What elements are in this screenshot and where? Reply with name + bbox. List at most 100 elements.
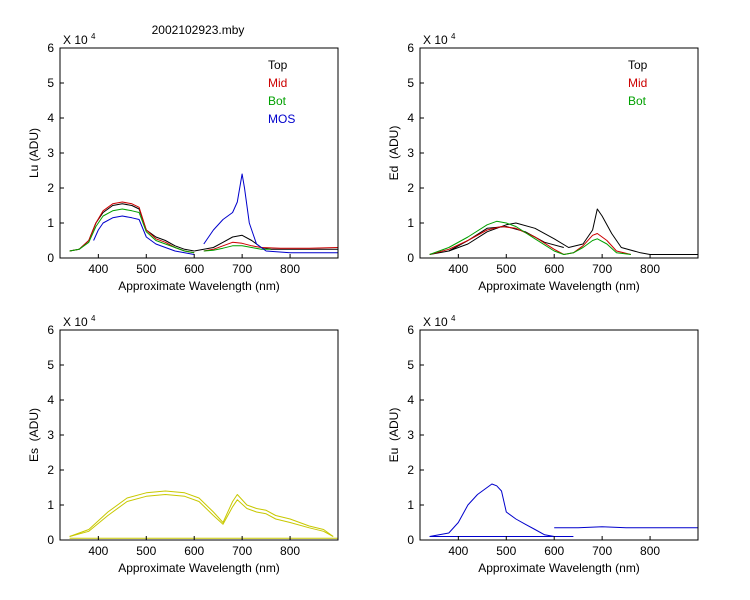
y-tick-label: 2 [407,181,414,195]
x-tick-label: 700 [232,544,252,558]
series-line-eu [429,483,555,537]
exponent-power: 4 [91,32,96,41]
legend: Top Mid Bot MOS [268,58,295,126]
y-tick-label: 0 [47,533,54,547]
x-tick-label: 800 [280,544,300,558]
series-line-mos [203,173,338,254]
y-tick-label: 6 [47,41,54,55]
legend-entry-mos: MOS [268,112,295,126]
x-tick-label: 800 [280,262,300,276]
x-tick-label: 600 [544,262,564,276]
series-line-mid [203,241,338,252]
series-line-bot [429,220,631,255]
x-axis-label: Approximate Wavelength (nm) [118,561,280,575]
x-tick-label: 700 [592,262,612,276]
y-tick-label: 3 [407,428,414,442]
y-tick-label: 3 [407,146,414,160]
x-tick-label: 400 [448,544,468,558]
y-tick-label: 1 [47,216,54,230]
exponent-label: X 10 [423,315,448,329]
x-tick-label: 500 [136,544,156,558]
y-tick-label: 4 [407,393,414,407]
x-tick-label: 500 [136,262,156,276]
y-axis-label: Eu (ADU) [387,408,401,463]
y-tick-label: 5 [47,76,54,90]
legend-entry-top: Top [628,58,648,72]
x-tick-label: 500 [496,262,516,276]
y-tick-label: 5 [407,358,414,372]
x-tick-label: 400 [88,544,108,558]
y-axis-label: Ed (ADU) [387,126,401,181]
x-axis-label: Approximate Wavelength (nm) [478,279,640,293]
series-group [429,208,698,255]
series-group [69,173,338,255]
series-line-eu [554,526,698,529]
x-tick-label: 600 [184,262,204,276]
plot-frame [419,329,699,541]
exponent-power: 4 [451,32,456,41]
series-line-mid [69,201,195,254]
series-line-top [194,234,338,252]
series-group [429,483,698,537]
legend-entry-top: Top [268,58,288,72]
plot-frame [419,47,699,259]
plot-frame [59,47,339,259]
x-tick-label: 600 [544,544,564,558]
series-line-top [429,208,698,255]
y-tick-label: 2 [407,463,414,477]
y-tick-label: 2 [47,463,54,477]
y-tick-label: 6 [47,323,54,337]
y-tick-label: 6 [407,323,414,337]
y-tick-label: 5 [47,358,54,372]
y-tick-label: 4 [47,393,54,407]
x-axis-label: Approximate Wavelength (nm) [118,279,280,293]
y-axis-label: Lu (ADU) [27,128,41,178]
series-line-top [448,226,564,252]
y-tick-label: 1 [407,216,414,230]
series-line-mos [93,215,195,255]
exponent-power: 4 [91,314,96,323]
y-tick-label: 4 [47,111,54,125]
y-tick-label: 0 [407,533,414,547]
y-tick-label: 2 [47,181,54,195]
series-line-bot [203,245,271,252]
y-axis-label: Es (ADU) [27,408,41,462]
legend-entry-mid: Mid [268,76,287,90]
figure-title: 2002102923.mby [152,23,245,37]
series-group [69,490,338,539]
y-tick-label: 5 [407,76,414,90]
x-tick-label: 600 [184,544,204,558]
x-tick-label: 800 [640,544,660,558]
y-tick-label: 3 [47,146,54,160]
x-tick-label: 800 [640,262,660,276]
x-axis-label: Approximate Wavelength (nm) [478,561,640,575]
legend-entry-bot: Bot [268,94,287,108]
series-line-bot [69,208,195,254]
legend-entry-mid: Mid [628,76,647,90]
series-line-es [69,494,334,537]
series-line-es [69,490,334,537]
y-tick-label: 1 [407,498,414,512]
x-tick-label: 400 [448,262,468,276]
legend: Top Mid Bot [628,58,648,108]
series-line-mid [429,226,632,255]
x-tick-label: 400 [88,262,108,276]
y-tick-label: 6 [407,41,414,55]
exponent-label: X 10 [423,33,448,47]
x-tick-label: 500 [496,544,516,558]
y-tick-label: 4 [407,111,414,125]
exponent-label: X 10 [63,315,88,329]
y-tick-label: 3 [47,428,54,442]
exponent-label: X 10 [63,33,88,47]
x-tick-label: 700 [592,544,612,558]
plot-frame [59,329,339,541]
y-tick-label: 0 [47,251,54,265]
y-tick-label: 1 [47,498,54,512]
x-tick-label: 700 [232,262,252,276]
legend-entry-bot: Bot [628,94,647,108]
